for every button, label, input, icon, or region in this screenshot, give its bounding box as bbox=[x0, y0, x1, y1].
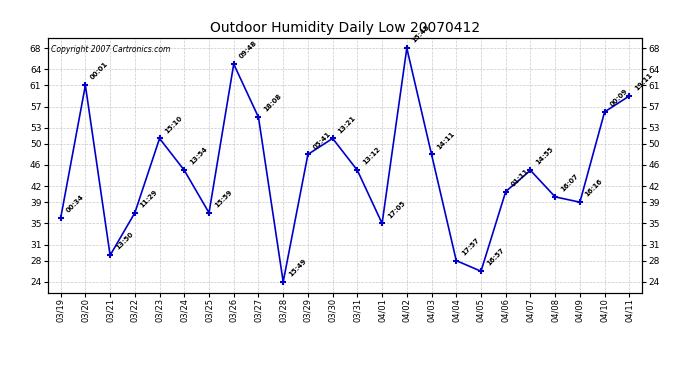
Text: 14:11: 14:11 bbox=[435, 130, 456, 150]
Title: Outdoor Humidity Daily Low 20070412: Outdoor Humidity Daily Low 20070412 bbox=[210, 21, 480, 35]
Text: 17:57: 17:57 bbox=[460, 237, 480, 256]
Text: 11:29: 11:29 bbox=[139, 189, 159, 209]
Text: 09:48: 09:48 bbox=[238, 40, 258, 60]
Text: 13:54: 13:54 bbox=[188, 146, 208, 166]
Text: 13:50: 13:50 bbox=[115, 231, 134, 251]
Text: 14:55: 14:55 bbox=[535, 146, 555, 166]
Text: 15:49: 15:49 bbox=[287, 258, 307, 278]
Text: 16:07: 16:07 bbox=[560, 173, 579, 193]
Text: 00:09: 00:09 bbox=[609, 88, 629, 108]
Text: 01:11: 01:11 bbox=[510, 167, 530, 188]
Text: 05:41: 05:41 bbox=[312, 130, 332, 150]
Text: 19:11: 19:11 bbox=[633, 72, 653, 92]
Text: Copyright 2007 Cartronics.com: Copyright 2007 Cartronics.com bbox=[51, 45, 170, 54]
Text: 15:59: 15:59 bbox=[213, 189, 233, 209]
Text: 13:21: 13:21 bbox=[337, 114, 357, 134]
Text: 15:10: 15:10 bbox=[164, 114, 184, 134]
Text: 18:08: 18:08 bbox=[263, 93, 283, 113]
Text: 16:57: 16:57 bbox=[485, 247, 505, 267]
Text: 00:34: 00:34 bbox=[65, 194, 85, 214]
Text: 15:45: 15:45 bbox=[411, 24, 431, 44]
Text: 16:16: 16:16 bbox=[584, 178, 604, 198]
Text: 17:05: 17:05 bbox=[386, 200, 406, 219]
Text: 13:12: 13:12 bbox=[362, 146, 382, 166]
Text: 00:01: 00:01 bbox=[90, 61, 110, 81]
